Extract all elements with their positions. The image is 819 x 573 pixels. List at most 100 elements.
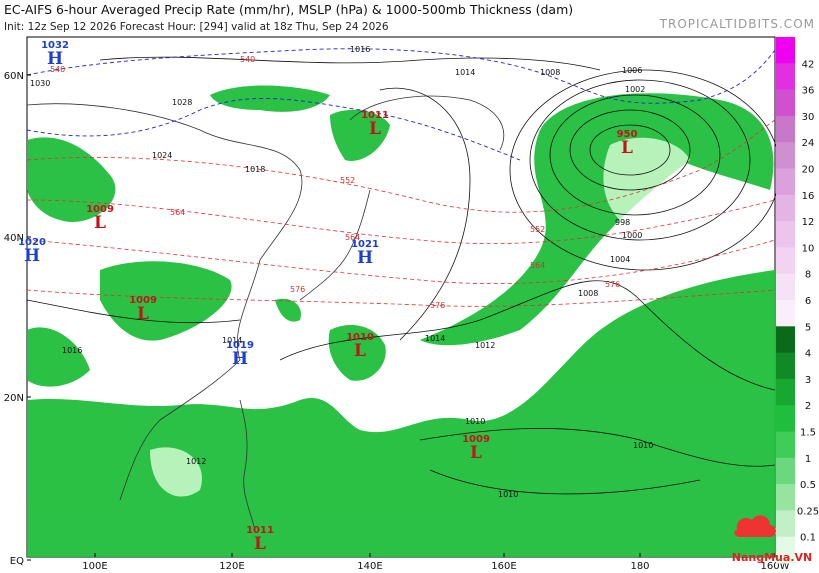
center-symbol: H xyxy=(24,246,40,266)
colorbar-segment xyxy=(776,510,795,538)
colorbar-segment xyxy=(776,378,795,406)
colorbar-label: 8 xyxy=(805,270,811,281)
isobar-label: 1030 xyxy=(30,79,50,88)
colorbar-segment xyxy=(776,300,795,327)
axes: 60N 40N 20N EQ 100E 120E 140E 160E 180 160W xyxy=(4,71,790,572)
lat-label: 60N xyxy=(4,71,24,82)
isobar-label: 1028 xyxy=(172,98,192,107)
center-pressure: 1009 xyxy=(129,295,157,306)
colorbar-label: 0.1 xyxy=(800,533,816,544)
lon-label: 140E xyxy=(357,561,382,572)
center-symbol: L xyxy=(137,304,149,324)
colorbar-segment xyxy=(776,194,795,222)
center-pressure: 1011 xyxy=(361,110,389,121)
thickness-label: 552 xyxy=(340,176,355,185)
lon-label: 180 xyxy=(630,561,649,572)
colorbar-segment xyxy=(776,142,795,169)
colorbar-segment xyxy=(776,326,795,354)
colorbar-label: 10 xyxy=(802,243,815,254)
colorbar: 42 36 30 24 20 16 12 10 8 6 5 4 3 2 1.5 1 0.5 0.25 0.1 xyxy=(776,37,819,564)
isobar-label: 1004 xyxy=(610,255,630,264)
colorbar-label: 24 xyxy=(802,138,815,149)
colorbar-segment xyxy=(776,168,795,196)
colorbar-label: 1.5 xyxy=(800,428,816,439)
isobar-label: 1012 xyxy=(475,341,495,350)
isobar-label: 1000 xyxy=(622,231,642,240)
thickness-label: 576 xyxy=(430,301,445,310)
colorbar-segment xyxy=(776,405,795,432)
center-pressure: 1019 xyxy=(226,340,254,351)
center-pressure: 1011 xyxy=(246,525,274,536)
isobar-label: 1014 xyxy=(222,336,242,345)
colorbar-segment xyxy=(776,457,795,485)
isobar-label: 1010 xyxy=(633,441,653,450)
colorbar-label: 2 xyxy=(805,401,811,412)
thickness-label: 540 xyxy=(50,65,65,74)
isobar-labels: 1016 1014 1008 1006 1002 998 1000 1004 1008 1012 1… xyxy=(30,45,653,499)
isobar-label: 1010 xyxy=(465,417,485,426)
center-symbol: H xyxy=(47,49,63,69)
colorbar-segment xyxy=(776,89,795,117)
lat-label: EQ xyxy=(10,556,24,567)
colorbar-segment xyxy=(776,37,795,64)
colorbar-label: 36 xyxy=(802,86,815,97)
isobars xyxy=(26,56,781,495)
thickness-label: 564 xyxy=(530,261,545,270)
colorbar-label: 6 xyxy=(805,296,811,307)
colorbar-label: 12 xyxy=(802,217,815,228)
colorbar-label: 16 xyxy=(802,191,815,202)
isobar-label: 1014 xyxy=(455,68,475,77)
center-pressure: 1009 xyxy=(462,434,490,445)
thickness-label: 576 xyxy=(290,285,305,294)
center-pressure: 1009 xyxy=(86,204,114,215)
isobar-label: 1024 xyxy=(152,151,172,160)
isobar-label: 1014 xyxy=(425,334,445,343)
center-pressure: 1021 xyxy=(351,239,379,250)
colorbar-label: 5 xyxy=(805,322,811,333)
colorbar-label: 0.25 xyxy=(797,506,819,517)
colorbar-segment xyxy=(776,115,795,143)
site-credit: TROPICALTIDBITS.COM xyxy=(659,17,815,31)
colorbar-label: 30 xyxy=(802,112,815,123)
thickness-label: 552 xyxy=(530,225,545,234)
colorbar-label: 20 xyxy=(802,165,815,176)
center-pressure: 1010 xyxy=(346,332,374,343)
isobar-label: 1002 xyxy=(625,85,645,94)
map-frame xyxy=(26,36,781,558)
subtitle: Init: 12z Sep 12 2026 Forecast Hour: [29… xyxy=(4,21,389,33)
title: EC-AIFS 6-hour Averaged Precip Rate (mm/… xyxy=(4,2,573,17)
isobar-label: 1018 xyxy=(245,165,265,174)
isobar-label: 1012 xyxy=(186,457,206,466)
colorbar-label: 3 xyxy=(805,375,811,386)
lat-label: 40N xyxy=(4,233,24,244)
thickness-label: 564 xyxy=(170,208,185,217)
coastlines xyxy=(26,95,505,531)
center-symbol: H xyxy=(232,349,248,369)
thickness-label: 540 xyxy=(240,55,255,64)
colorbar-label: 1 xyxy=(805,454,811,465)
isobar-label: 1006 xyxy=(622,66,642,75)
colorbar-label: 4 xyxy=(805,349,811,360)
pressure-centers: 1032H1009L1020H1009L1011L1021H1019H1010L… xyxy=(18,40,637,554)
center-pressure: 1020 xyxy=(18,237,46,248)
center-pressure: 1032 xyxy=(41,40,69,51)
watermark-text: NangMua.VN xyxy=(732,551,812,564)
colorbar-segment xyxy=(776,247,795,275)
center-symbol: L xyxy=(254,534,266,554)
center-symbol: H xyxy=(357,248,373,268)
colorbar-segment xyxy=(776,352,795,380)
lon-label: 160E xyxy=(491,561,516,572)
thickness-label: 576 xyxy=(605,280,620,289)
colorbar-segment xyxy=(776,484,795,511)
light-precip xyxy=(150,137,690,497)
lon-label: 120E xyxy=(219,561,244,572)
lon-label: 160W xyxy=(761,561,790,572)
center-symbol: L xyxy=(369,119,381,139)
thickness-lines xyxy=(26,119,776,307)
colorbar-label: 42 xyxy=(802,59,815,70)
center-symbol: L xyxy=(470,443,482,463)
lon-label: 100E xyxy=(82,561,107,572)
colorbar-segment xyxy=(776,431,795,459)
